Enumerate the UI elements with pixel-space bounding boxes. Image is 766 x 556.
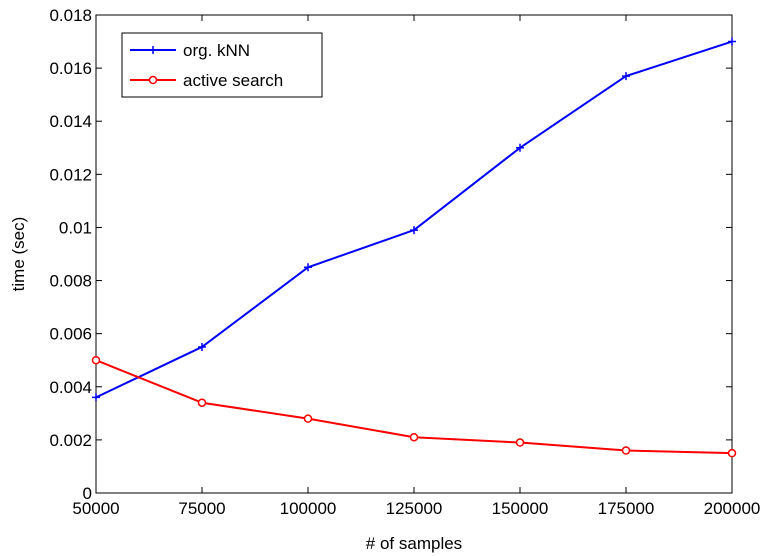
data-point-org-knn [304, 263, 312, 272]
y-axis-label: time (sec) [9, 217, 28, 292]
x-tick-label: 100000 [280, 499, 337, 518]
legend-marker-symbol [149, 46, 157, 54]
x-tick-label: 75000 [178, 499, 225, 518]
y-tick-label: 0.018 [49, 6, 92, 25]
x-tick-label: 200000 [704, 499, 761, 518]
legend-box [121, 32, 323, 98]
data-point-active-search [303, 414, 313, 423]
y-tick-label: 0.008 [49, 272, 92, 291]
x-tick-label: 150000 [492, 499, 549, 518]
legend-marker-org-knn [149, 46, 157, 54]
data-point-active-search [197, 398, 207, 407]
legend-label-active-search: active search [183, 71, 283, 90]
y-tick-label: 0.01 [59, 218, 92, 237]
data-point-active-search [515, 438, 525, 447]
y-tick-label: 0.016 [49, 59, 92, 78]
data-point-active-search [409, 432, 419, 442]
y-tick-label: 0.012 [49, 165, 92, 184]
legend-marker-active-search [148, 75, 158, 85]
x-tick-label: 175000 [598, 499, 655, 518]
data-point-org-knn [198, 342, 206, 351]
legend-marker-symbol [148, 75, 158, 85]
y-tick-label: 0.014 [49, 112, 92, 131]
y-tick-label: 0.004 [49, 378, 92, 397]
x-tick-label: 50000 [72, 499, 119, 518]
y-tick-label: 0.002 [49, 431, 92, 450]
y-tick-label: 0 [83, 484, 92, 503]
data-point-active-search [91, 355, 101, 365]
x-axis-label: # of samples [366, 534, 462, 553]
x-tick-label: 125000 [386, 499, 443, 518]
data-point-org-knn [516, 143, 524, 152]
data-point-active-search [727, 448, 737, 458]
data-point-org-knn [92, 393, 100, 402]
data-point-active-search [621, 446, 631, 455]
y-tick-label: 0.006 [49, 325, 92, 344]
legend: org. kNN active search [121, 32, 323, 98]
x-axis-ticks: 50000 75000 100000 125000 150000 175000 200000 [72, 15, 760, 518]
data-point-org-knn [410, 226, 418, 235]
series-layer [91, 37, 737, 458]
legend-label-org-knn: org. kNN [183, 41, 250, 60]
data-point-org-knn [622, 72, 630, 81]
data-point-org-knn [728, 37, 736, 46]
y-axis-ticks: 0 0.002 0.004 0.006 0.008 0.01 0.012 0.014 0.016… [49, 6, 732, 503]
